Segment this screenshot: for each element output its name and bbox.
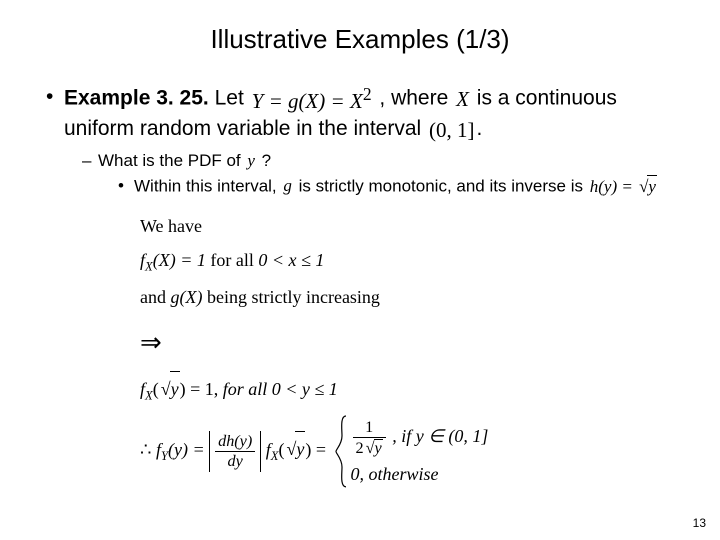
eq-y: y — [245, 150, 257, 173]
deriv-result: ∴ fY(y) = dh(y) dy fX(y) = — [140, 415, 680, 488]
deriv-wehave: We have — [140, 209, 680, 243]
let-text: Let — [209, 87, 250, 110]
slide: Illustrative Examples (1/3) Example 3. 2… — [0, 0, 720, 540]
slide-title: Illustrative Examples (1/3) — [40, 24, 680, 55]
deriv-fxsqrt: fX(y) = 1, for all 0 < y ≤ 1 — [140, 371, 680, 409]
abs-dhdy: dh(y) dy — [209, 431, 261, 472]
example-label: Example 3. 25. — [64, 87, 209, 110]
bullet-example: Example 3. 25. Let Y = g(X) = X2 , where… — [46, 83, 680, 144]
case-2: 0, otherwise — [351, 461, 489, 488]
eq-ygx2: Y = g(X) = X2 — [250, 83, 374, 115]
deriv-implies: ⇒ — [140, 314, 680, 371]
bullet-within-interval: Within this interval, g is strictly mono… — [118, 175, 680, 199]
derivation: We have fX(X) = 1 for all 0 < x ≤ 1 and … — [140, 209, 680, 488]
piecewise: 1 2y , if y ∈ (0, 1] 0, otherwise — [335, 415, 489, 488]
deriv-fx1: fX(X) = 1 for all 0 < x ≤ 1 — [140, 243, 680, 280]
interval: (0, 1] — [427, 116, 477, 144]
implies-arrow: ⇒ — [140, 318, 162, 367]
deriv-gx-inc: and g(X) being strictly increasing — [140, 280, 680, 314]
eq-h: h(y) = y — [588, 175, 659, 199]
page-number: 13 — [693, 516, 706, 530]
eq-g: g — [281, 175, 294, 198]
case-1: 1 2y , if y ∈ (0, 1] — [351, 415, 489, 461]
where-text: , where — [379, 87, 454, 110]
bullet-pdf-question: What is the PDF of y ? — [82, 150, 680, 173]
eq-X: X — [454, 85, 471, 113]
brace-icon — [335, 415, 349, 488]
